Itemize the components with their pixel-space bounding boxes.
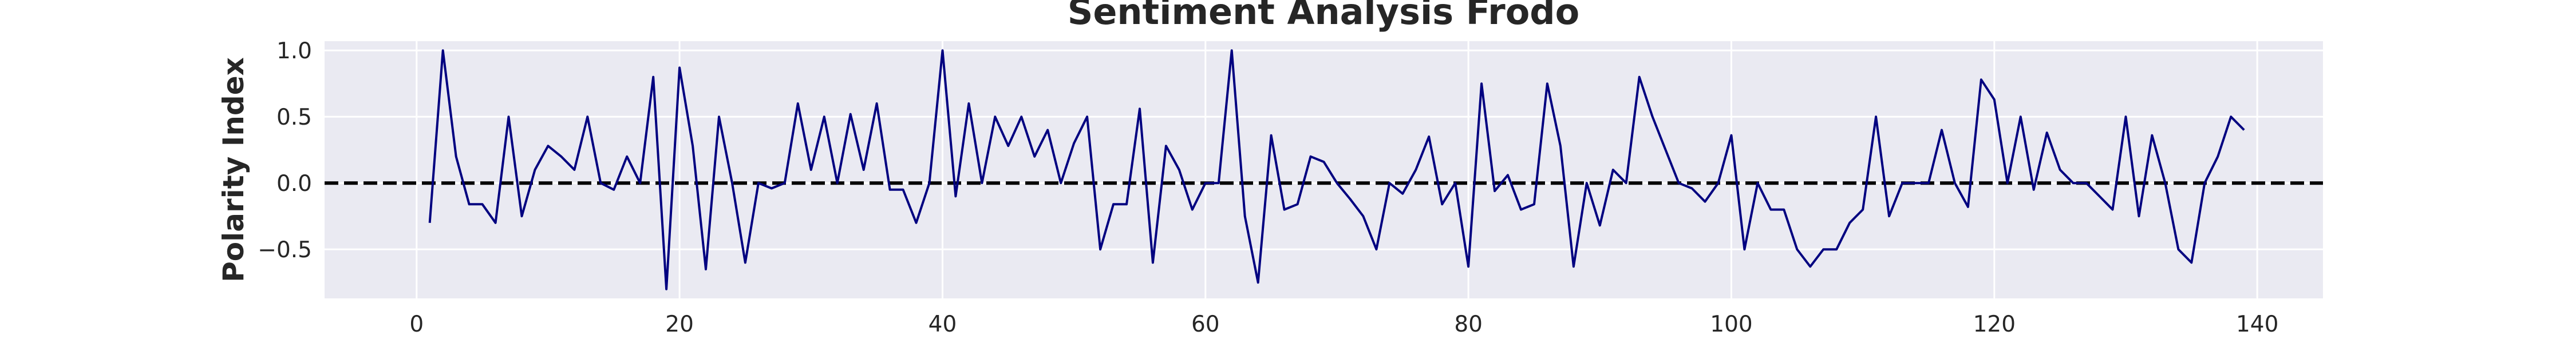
plot-area [325,41,2323,298]
y-tick-labels: 1.0 0.5 0.0 −0.5 [258,38,312,263]
x-tick-label: 20 [665,312,694,337]
y-tick-label: 0.0 [276,171,312,197]
x-tick-label: 140 [2236,312,2278,337]
y-tick-label: −0.5 [258,237,312,263]
y-tick-label: 0.5 [276,105,312,130]
x-tick-label: 100 [1710,312,1752,337]
x-tick-label: 60 [1191,312,1220,337]
x-tick-label: 0 [409,312,424,337]
polarity-series-line [428,49,2245,290]
x-tick-label: 120 [1973,312,2016,337]
y-tick-label: 1.0 [276,38,312,64]
x-tick-labels: 0 20 40 60 80 100 120 140 [409,312,2278,337]
x-tick-label: 80 [1454,312,1483,337]
chart-title: Sentiment Analysis Frodo [1068,0,1580,33]
x-tick-label: 40 [929,312,957,337]
y-axis-label: Polarity Index [217,57,250,282]
